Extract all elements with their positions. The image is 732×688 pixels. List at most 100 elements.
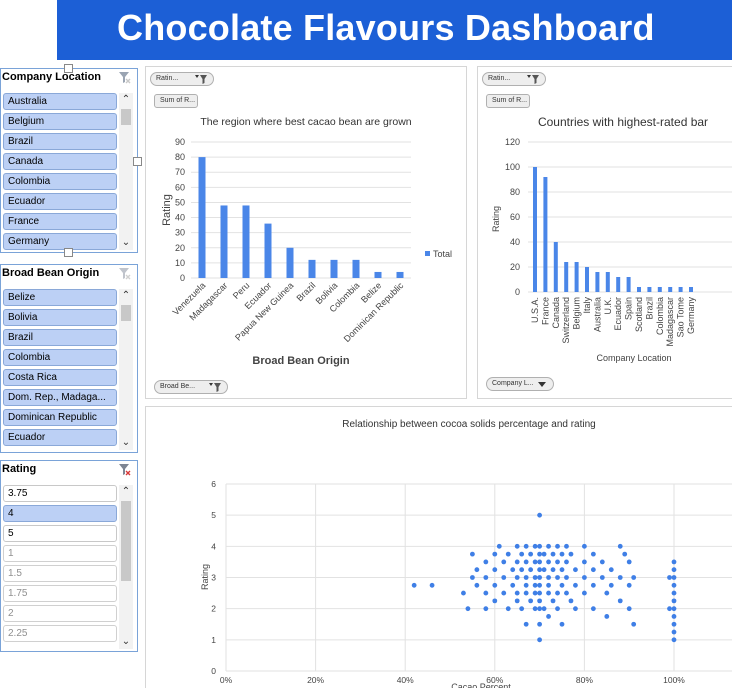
slicer-item[interactable]: Costa Rica bbox=[3, 369, 117, 386]
chart-title: The region where best cacao bean are gro… bbox=[200, 116, 411, 128]
scroll-down-icon[interactable]: ⌄ bbox=[121, 237, 131, 248]
value-field-button[interactable]: Sum of R... bbox=[154, 94, 198, 108]
scatter-point bbox=[631, 621, 637, 627]
scatter-point bbox=[523, 590, 529, 596]
axis-filter-button[interactable]: Company L... bbox=[486, 377, 554, 391]
scatter-point bbox=[483, 559, 489, 565]
chart-company-svg: Countries with highest-rated bar 0 20 40 60 8… bbox=[491, 115, 732, 363]
slicer-item[interactable]: Ecuador bbox=[3, 429, 117, 446]
slicer-scrollbar[interactable]: ⌃ ⌄ bbox=[119, 93, 133, 250]
scatter-point bbox=[671, 598, 677, 604]
scrollbar-thumb[interactable] bbox=[121, 109, 131, 125]
x-tick-label: Australia bbox=[592, 297, 602, 332]
slicer-item[interactable]: Belgium bbox=[3, 113, 117, 130]
slicer-item[interactable]: Colombia bbox=[3, 173, 117, 190]
bar bbox=[242, 205, 250, 278]
chart-origin-svg: The region where best cacao bean are gro… bbox=[161, 116, 452, 367]
slicer-item[interactable]: Australia bbox=[3, 93, 117, 110]
slicer-item[interactable]: Germany bbox=[3, 233, 117, 250]
slicer-item[interactable]: 1.75 bbox=[3, 585, 117, 602]
scatter-point bbox=[582, 543, 587, 549]
chart-filter-button[interactable]: Ratin... bbox=[150, 72, 214, 86]
scatter-point bbox=[501, 559, 507, 565]
slicer-item[interactable]: 3.75 bbox=[3, 485, 117, 502]
clear-filter-icon[interactable] bbox=[119, 72, 131, 84]
scatter-point bbox=[608, 567, 614, 573]
scatter-point bbox=[671, 559, 677, 565]
scatter-point bbox=[555, 575, 560, 580]
scroll-up-icon[interactable]: ⌃ bbox=[121, 486, 131, 497]
slicer-item[interactable]: Colombia bbox=[3, 349, 117, 366]
slicer-item[interactable]: 5 bbox=[3, 525, 117, 542]
scatter-point bbox=[590, 606, 596, 612]
x-tick-label: Spain bbox=[624, 297, 634, 320]
scatter-point bbox=[532, 575, 538, 580]
slicer-scrollbar[interactable]: ⌃ ⌄ bbox=[119, 485, 133, 649]
bar bbox=[678, 287, 683, 292]
y-tick-label: 3 bbox=[211, 573, 216, 583]
slicer-item[interactable]: 4 bbox=[3, 505, 117, 522]
resize-handle[interactable] bbox=[64, 248, 73, 257]
scroll-down-icon[interactable]: ⌄ bbox=[121, 437, 131, 448]
scatter-point bbox=[564, 543, 569, 549]
slicer-scrollbar[interactable]: ⌃ ⌄ bbox=[119, 289, 133, 450]
scatter-point bbox=[622, 551, 628, 557]
scatter-point bbox=[528, 598, 534, 604]
slicer-item[interactable]: France bbox=[3, 213, 117, 230]
slicer-item[interactable]: Ecuador bbox=[3, 193, 117, 210]
slicer-item[interactable]: Belize bbox=[3, 289, 117, 306]
slicer-item[interactable]: Canada bbox=[3, 153, 117, 170]
scrollbar-thumb[interactable] bbox=[121, 501, 131, 581]
slicer-item[interactable]: Brazil bbox=[3, 329, 117, 346]
slicer-item[interactable]: 1 bbox=[3, 545, 117, 562]
bar bbox=[595, 272, 600, 292]
axis-filter-button[interactable]: Broad Be... bbox=[154, 380, 228, 394]
resize-handle[interactable] bbox=[133, 157, 142, 166]
bar bbox=[264, 223, 272, 278]
clear-filter-icon[interactable] bbox=[119, 464, 131, 476]
resize-handle[interactable] bbox=[64, 64, 73, 73]
scroll-up-icon[interactable]: ⌃ bbox=[121, 290, 131, 301]
bar bbox=[220, 205, 228, 278]
y-axis-label: Rating bbox=[161, 194, 173, 226]
scatter-point bbox=[537, 606, 542, 612]
y-tick-label: 100 bbox=[505, 162, 520, 172]
slicer-item[interactable]: Bolivia bbox=[3, 309, 117, 326]
slicer-item[interactable]: Dominican Republic bbox=[3, 409, 117, 426]
scatter-point bbox=[429, 582, 435, 588]
slicer-item[interactable]: 1.5 bbox=[3, 565, 117, 582]
slicer-item[interactable]: 2.25 bbox=[3, 625, 117, 642]
y-tick-label: 1 bbox=[211, 635, 216, 645]
scatter-point bbox=[470, 551, 475, 557]
chart-filter-button[interactable]: Ratin... bbox=[482, 72, 546, 86]
y-tick-label: 120 bbox=[505, 137, 520, 147]
slicer-broad-bean-origin: Broad Bean Origin Belize Bolivia Brazil … bbox=[0, 264, 138, 453]
scatter-point bbox=[470, 575, 475, 580]
slicer-item[interactable]: Brazil bbox=[3, 133, 117, 150]
scatter-point bbox=[559, 551, 565, 557]
scatter-point bbox=[510, 567, 516, 573]
x-tick-label: Ecuador bbox=[613, 297, 623, 331]
scatter-point bbox=[626, 582, 632, 588]
scroll-up-icon[interactable]: ⌃ bbox=[121, 94, 131, 105]
scatter-point bbox=[532, 606, 538, 612]
scatter-point bbox=[671, 629, 677, 635]
y-tick-label: 40 bbox=[175, 213, 185, 223]
bar bbox=[668, 287, 673, 292]
bar bbox=[564, 262, 569, 292]
scatter-point bbox=[523, 621, 529, 627]
scroll-down-icon[interactable]: ⌄ bbox=[121, 636, 131, 647]
slicer-item[interactable]: Dom. Rep., Madaga... bbox=[3, 389, 117, 406]
scatter-point bbox=[510, 582, 516, 588]
clear-filter-icon[interactable] bbox=[119, 268, 131, 280]
legend-label: Total bbox=[433, 249, 452, 259]
scatter-point bbox=[492, 551, 498, 557]
slicer-item[interactable]: 2 bbox=[3, 605, 117, 622]
x-tick-label: 20% bbox=[307, 675, 324, 685]
bar bbox=[396, 271, 404, 278]
scatter-point bbox=[492, 598, 498, 604]
scatter-point bbox=[537, 512, 542, 518]
scrollbar-thumb[interactable] bbox=[121, 305, 131, 321]
y-axis-label: Rating bbox=[491, 206, 501, 232]
value-field-button[interactable]: Sum of R... bbox=[486, 94, 530, 108]
